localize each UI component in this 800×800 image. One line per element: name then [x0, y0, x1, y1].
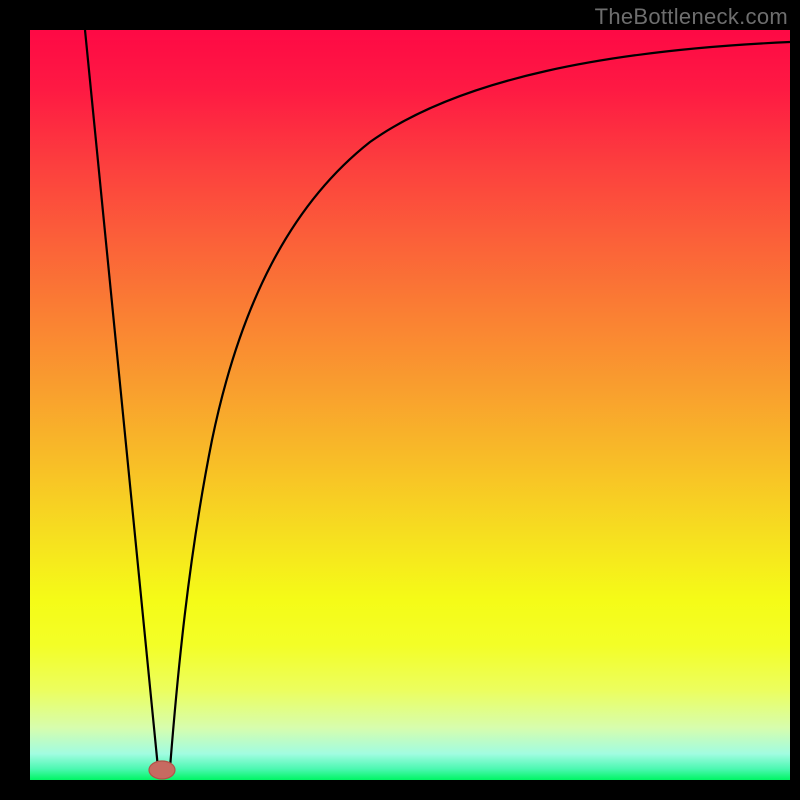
watermark-text: TheBottleneck.com — [595, 4, 788, 30]
curve-right — [170, 42, 790, 768]
curve-overlay — [0, 0, 800, 800]
chart-container: TheBottleneck.com — [0, 0, 800, 800]
optimum-marker — [149, 761, 175, 779]
curve-left — [85, 30, 158, 768]
